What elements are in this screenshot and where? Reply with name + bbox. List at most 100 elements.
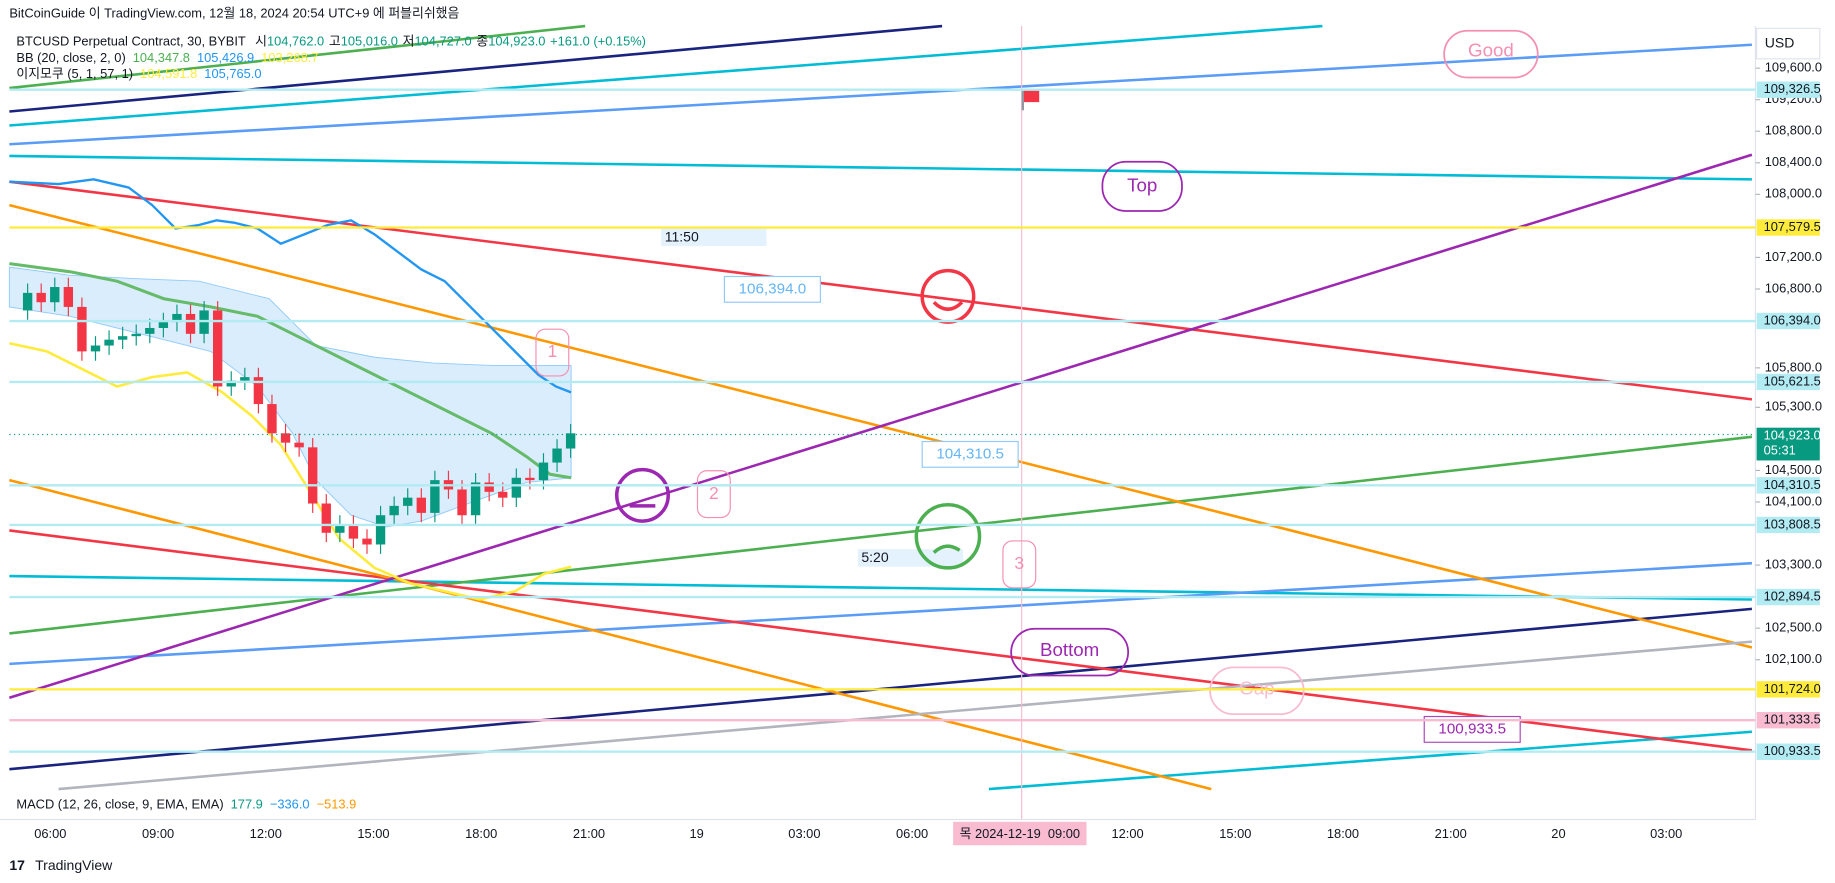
candle-body [77, 306, 87, 352]
emoji [932, 544, 961, 554]
candle-body [308, 447, 318, 504]
candle-body [321, 503, 331, 533]
legend-item: 104,347.8 [133, 50, 190, 65]
legend-ohlc: BTCUSD Perpetual Contract, 30, BYBIT 시104… [16, 34, 646, 49]
trendline [9, 574, 1752, 601]
y-tick-label: 102,500.0 [1765, 620, 1822, 635]
candle-body [226, 380, 236, 387]
candle-body [470, 482, 481, 516]
candle-body [22, 292, 33, 311]
candle-body [565, 433, 576, 449]
price-label: 100,933.5 [1764, 743, 1821, 758]
annotation: Gap [1239, 678, 1274, 699]
trendline [9, 24, 586, 90]
currency-button[interactable] [1756, 27, 1821, 60]
candle-body [212, 310, 223, 387]
candle-body [117, 336, 128, 340]
legend-item: 105,016.0 [341, 34, 398, 49]
time-box [661, 228, 767, 247]
legend-ichimoku: 이지모쿠 (5, 1, 57, 1) 104,591.8 105,765.0 [16, 67, 261, 82]
price-label: 101,333.5 [1764, 712, 1821, 727]
candle-body [185, 313, 196, 334]
price-label: 102,894.5 [1764, 588, 1821, 603]
bubble [1010, 627, 1130, 677]
annotation: 5:20 [861, 549, 889, 565]
price-label: 103,808.5 [1764, 516, 1821, 531]
candle-body [240, 377, 250, 381]
legend-item: 104,727.0 [414, 34, 471, 49]
annotation: Good [1468, 40, 1514, 61]
candle-body [158, 322, 169, 328]
bb-line [9, 178, 572, 394]
candle-body [253, 377, 264, 405]
y-tick-label: 106,800.0 [1765, 280, 1822, 295]
trendline [988, 730, 1753, 791]
x-tick-label: 21:00 [1435, 826, 1467, 841]
legend-item: MACD (12, 26, close, 9, EMA, EMA) [16, 797, 223, 812]
candle-body [416, 497, 426, 513]
trendline [9, 478, 1212, 791]
price-label: 104,310.5 [1764, 477, 1821, 492]
emoji [914, 502, 982, 570]
legend-item: 177.9 [231, 797, 263, 812]
x-tick-label: 15:00 [357, 826, 389, 841]
countdown: 05:31 [1764, 442, 1796, 457]
price-label-bg [1756, 477, 1820, 494]
legend-item: 105,765.0 [204, 67, 261, 82]
trendline [9, 529, 1753, 752]
candle-body [403, 497, 413, 506]
candle-body [484, 482, 494, 492]
y-tick-label: 107,200.0 [1765, 249, 1822, 264]
trendlines [8, 24, 1753, 791]
x-tick-label: 12:00 [250, 826, 282, 841]
brand: TradingView [35, 857, 113, 873]
candle-body [63, 287, 74, 307]
emoji [932, 300, 964, 312]
price-label: 106,394.0 [1764, 312, 1821, 327]
legend-item: 105,426.9 [197, 50, 254, 65]
candle-body [348, 524, 359, 539]
trendline [9, 154, 1752, 181]
x-tick-label: 20 [1551, 826, 1565, 841]
currency[interactable]: USD [1765, 34, 1795, 50]
trendline [9, 180, 1753, 401]
y-tick-label: 108,400.0 [1765, 154, 1822, 169]
x-tick-label: 03:00 [1650, 826, 1682, 841]
candle-body [280, 433, 291, 443]
y-tick-label: 108,800.0 [1765, 123, 1822, 138]
y-tick-label: 105,800.0 [1765, 359, 1822, 374]
candle-body [457, 489, 467, 516]
x-tick-label: 18:00 [465, 826, 497, 841]
legend-item: 104,923.0 [488, 34, 545, 49]
price-label-bg [1756, 81, 1820, 98]
crosshair-label-bg [953, 821, 1087, 846]
y-tick-label: 102,100.0 [1765, 651, 1822, 666]
candle-body [36, 292, 46, 303]
legend-item: 104,762.0 [267, 34, 324, 49]
price-label-bg [1756, 711, 1820, 729]
candle-body [552, 448, 562, 463]
x-tick-label: 18:00 [1327, 826, 1359, 841]
annotation: 11:50 [665, 229, 699, 245]
x-tick-label: 19 [690, 826, 704, 841]
brand-logo: 17 [9, 857, 25, 873]
callout [921, 440, 1019, 468]
candle-body [131, 333, 141, 337]
price-label: 101,724.0 [1764, 681, 1821, 696]
x-tick-label: 06:00 [896, 826, 928, 841]
trendline [8, 153, 1753, 700]
y-tick-label: 108,000.0 [1765, 186, 1822, 201]
x-tick-label: 09:00 [142, 826, 174, 841]
legend-item: −513.9 [317, 797, 357, 812]
price-label: 109,326.5 [1764, 81, 1821, 96]
legend-item: 이지모쿠 (5, 1, 57, 1) [16, 67, 133, 82]
ichimoku-line [9, 262, 572, 480]
annotation: 3 [1014, 553, 1024, 573]
candle-body [172, 313, 182, 323]
candle-body [430, 480, 440, 513]
candle-body [389, 505, 399, 516]
legend-item: BTCUSD Perpetual Contract, 30, BYBIT [16, 34, 246, 49]
legend-item: 104,591.8 [140, 67, 197, 82]
legend-macd: MACD (12, 26, close, 9, EMA, EMA) 177.9 −3… [16, 797, 356, 812]
